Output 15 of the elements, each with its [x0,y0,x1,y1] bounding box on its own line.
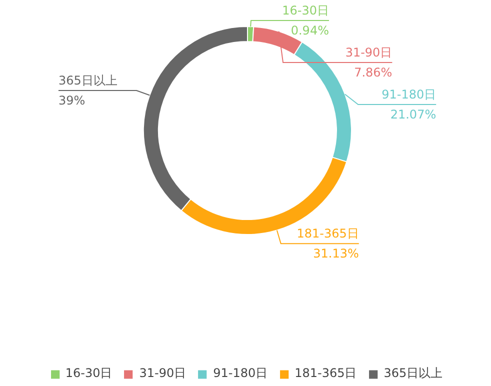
legend-label: 181-365日 [294,365,357,382]
data-label: 31.13% [313,246,359,261]
slice-label: 91-180日 [382,88,436,102]
data-label: 0.94% [290,24,329,38]
data-label: 39% [58,94,86,108]
legend-label: 16-30日 [65,365,112,382]
slice-label: 16-30日 [282,4,329,18]
data-label: 7.86% [354,66,392,80]
slice-label: 181-365日 [296,226,359,241]
legend-label: 91-180日 [213,365,268,382]
slice-label: 365日以上 [58,74,118,88]
legend-label: 31-90日 [139,365,186,382]
legend-label: 365日以上 [384,365,443,382]
data-label: 21.07% [390,108,436,122]
slice-label: 31-90日 [345,46,392,60]
